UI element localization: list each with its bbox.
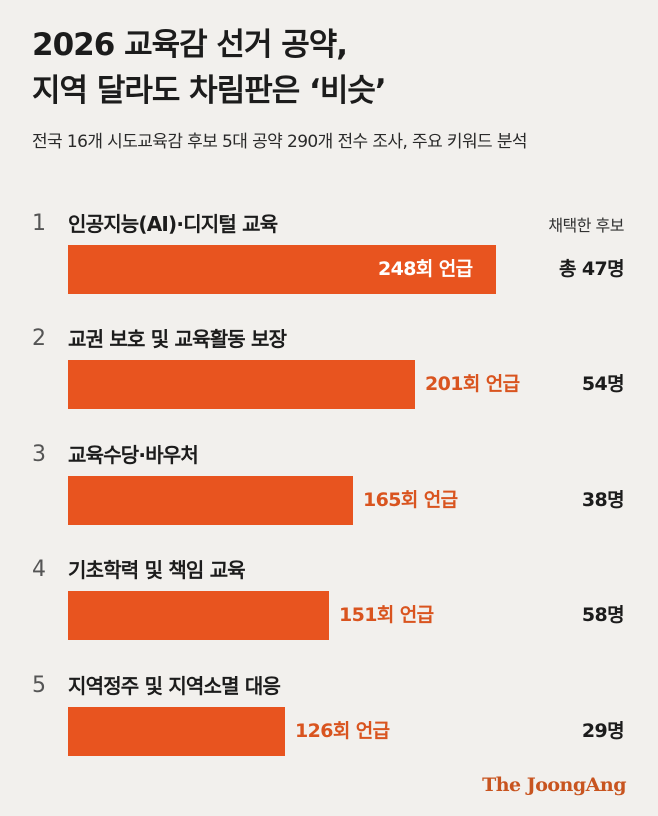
category-label: 교육수당·바우처 [68, 443, 199, 467]
chart-row: 2 교권 보호 및 교육활동 보장 201회 언급 54명 [0, 326, 658, 436]
bar [68, 245, 496, 294]
candidate-count: 38명 [581, 489, 625, 511]
publisher-credit: The JoongAng [482, 774, 626, 796]
chart-row: 1 인공지능(AI)·디지털 교육 248회 언급 총 47명 [0, 211, 658, 321]
bar-value-label: 248회 언급 [378, 258, 473, 280]
candidate-count: 58명 [581, 604, 625, 626]
chart-title: 2026 교육감 선거 공약, 지역 달라도 차림판은 ‘비슷’ [32, 22, 632, 114]
bar-value-label: 151회 언급 [339, 604, 434, 626]
title-line-2: 지역 달라도 차림판은 ‘비슷’ [32, 73, 387, 109]
chart-row: 3 교육수당·바우처 165회 언급 38명 [0, 442, 658, 552]
category-label: 지역정주 및 지역소멸 대응 [68, 674, 281, 698]
bar [68, 360, 415, 409]
bar-value-label: 126회 언급 [295, 720, 390, 742]
chart-row: 5 지역정주 및 지역소멸 대응 126회 언급 29명 [0, 673, 658, 783]
bar [68, 707, 285, 756]
category-label: 인공지능(AI)·디지털 교육 [68, 212, 278, 236]
bar [68, 591, 329, 640]
rank-number: 4 [32, 557, 46, 582]
category-label: 기초학력 및 책임 교육 [68, 558, 246, 582]
candidate-count: 29명 [581, 720, 625, 742]
category-label: 교권 보호 및 교육활동 보장 [68, 327, 287, 351]
candidates-column-header: 채택한 후보 [548, 216, 624, 235]
bar [68, 476, 353, 525]
rank-number: 1 [32, 211, 46, 236]
rank-number: 2 [32, 326, 46, 351]
chart-subtitle: 전국 16개 시도교육감 후보 5대 공약 290개 전수 조사, 주요 키워드… [32, 132, 528, 152]
candidate-count: 총 47명 [558, 258, 625, 280]
rank-number: 5 [32, 673, 46, 698]
bar-value-label: 165회 언급 [363, 489, 458, 511]
candidate-count: 54명 [581, 373, 625, 395]
rank-number: 3 [32, 442, 46, 467]
title-line-1: 2026 교육감 선거 공약, [32, 27, 348, 63]
bar-value-label: 201회 언급 [425, 373, 520, 395]
chart-row: 4 기초학력 및 책임 교육 151회 언급 58명 [0, 557, 658, 667]
